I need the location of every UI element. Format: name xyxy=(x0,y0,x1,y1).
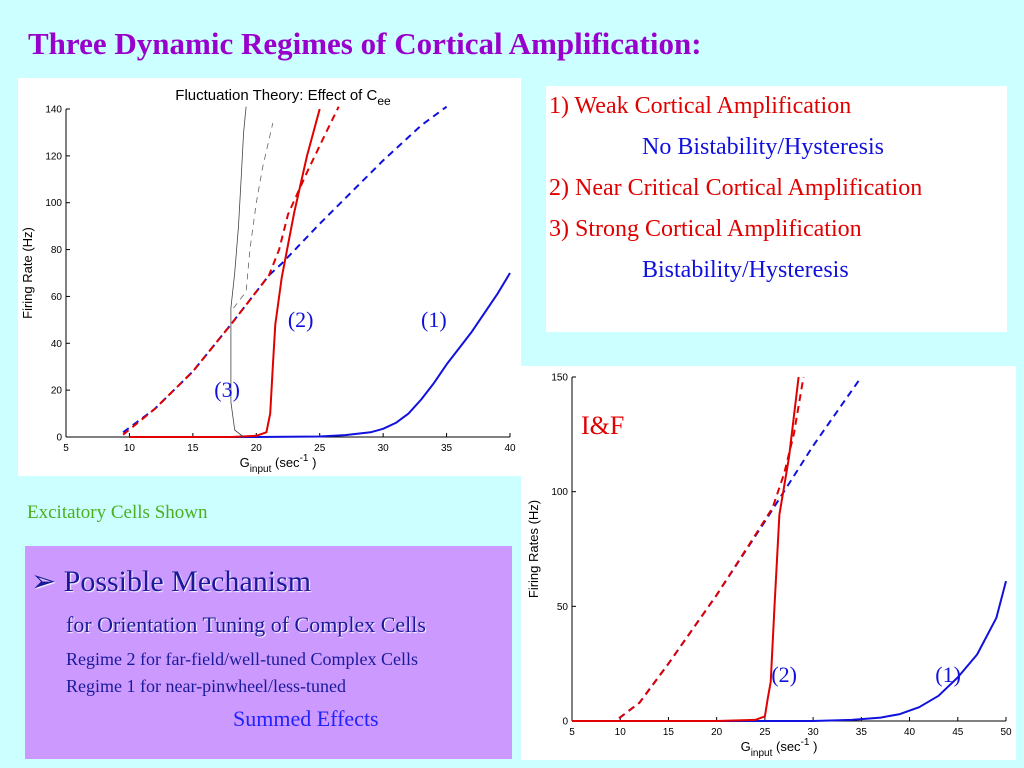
y-tick-label: 50 xyxy=(557,602,569,613)
y-tick-label: 0 xyxy=(562,717,568,728)
mechanism-box: ➢ Possible Mechanism for Orientation Tun… xyxy=(25,546,512,759)
x-tick-label: 40 xyxy=(904,727,916,738)
y-tick-label: 20 xyxy=(51,386,63,397)
x-tick-label: 35 xyxy=(441,443,453,454)
chart-title: Fluctuation Theory: Effect of Cee xyxy=(175,87,391,108)
x-tick-label: 10 xyxy=(124,443,136,454)
regime-1-description: No Bistability/Hysteresis xyxy=(642,134,884,160)
y-tick-label: 80 xyxy=(51,245,63,256)
fluctuation-theory-chart: 5 10 15 20 25 30 35 40 0 20 40 60 80 100 120 140 Firing … xyxy=(18,78,521,476)
x-tick-label: 30 xyxy=(808,727,820,738)
y-axis-label: Firing Rates (Hz) xyxy=(526,500,541,598)
x-tick-label: 25 xyxy=(314,443,326,454)
y-tick-label: 40 xyxy=(51,339,63,350)
integrate-and-fire-chart-svg: 5 10 15 20 25 30 35 40 45 50 0 50 100 150 Firing Rates… xyxy=(526,373,1012,760)
regimes-box: 1) Weak Cortical Amplification No Bistab… xyxy=(546,86,1007,332)
regime-label: (1) xyxy=(935,662,961,687)
series-line-5 xyxy=(230,106,247,438)
regime-label: (3) xyxy=(214,377,240,402)
x-tick-label: 5 xyxy=(569,727,575,738)
x-tick-label: 15 xyxy=(187,443,199,454)
x-tick-label: 20 xyxy=(251,443,263,454)
series-line-4 xyxy=(572,376,805,722)
series-line-1 xyxy=(129,272,511,438)
mechanism-subheading: for Orientation Tuning of Complex Cells xyxy=(66,612,426,637)
y-tick-label: 0 xyxy=(56,433,62,444)
regime-1-label: 1) Weak Cortical Amplification xyxy=(549,93,852,119)
y-tick-label: 140 xyxy=(45,105,62,116)
integrate-and-fire-chart: 5 10 15 20 25 30 35 40 45 50 0 50 100 150 Firing Rates… xyxy=(521,366,1016,760)
arrow-bullet-icon: ➢ xyxy=(31,565,57,598)
x-tick-label: 40 xyxy=(504,443,516,454)
mechanism-heading: Possible Mechanism xyxy=(63,565,312,598)
x-tick-label: 50 xyxy=(1000,727,1012,738)
excitatory-cells-note: Excitatory Cells Shown xyxy=(27,502,208,523)
regime-3-label: 3) Strong Cortical Amplification xyxy=(549,216,862,242)
y-tick-label: 60 xyxy=(51,292,63,303)
x-tick-label: 15 xyxy=(663,727,675,738)
mechanism-regime-2-note: Regime 2 for far-field/well-tuned Comple… xyxy=(66,649,419,669)
series-line-4 xyxy=(122,106,340,436)
series-line-3 xyxy=(572,376,800,722)
mechanism-heading-line: ➢ Possible Mechanism xyxy=(31,564,311,599)
fluctuation-theory-chart-svg: 5 10 15 20 25 30 35 40 0 20 40 60 80 100 120 140 Firing … xyxy=(20,87,516,475)
mechanism-regime-1-note: Regime 1 for near-pinwheel/less-tuned xyxy=(66,676,347,696)
series-line-1 xyxy=(572,580,1007,722)
x-tick-label: 45 xyxy=(952,727,964,738)
regime-label: (2) xyxy=(288,307,314,332)
chart-title: I&F xyxy=(581,411,624,440)
x-axis-label: Ginput (sec-1 ) xyxy=(240,453,317,475)
x-tick-label: 10 xyxy=(615,727,627,738)
y-tick-label: 100 xyxy=(551,487,568,498)
y-tick-label: 100 xyxy=(45,198,62,209)
x-tick-label: 30 xyxy=(378,443,390,454)
regime-3-description: Bistability/Hysteresis xyxy=(642,257,849,283)
regime-2-label: 2) Near Critical Cortical Amplification xyxy=(549,175,923,201)
x-tick-label: 35 xyxy=(856,727,868,738)
series-line-2 xyxy=(122,105,448,434)
summed-effects-label: Summed Effects xyxy=(233,706,379,731)
x-tick-label: 25 xyxy=(759,727,771,738)
y-tick-label: 120 xyxy=(45,151,62,162)
regime-label: (1) xyxy=(421,307,447,332)
x-tick-label: 20 xyxy=(711,727,723,738)
x-axis-label: Ginput (sec-1 ) xyxy=(741,737,818,759)
x-tick-label: 5 xyxy=(63,443,69,454)
slide-title: Three Dynamic Regimes of Cortical Amplif… xyxy=(28,26,702,61)
y-tick-label: 150 xyxy=(551,373,568,384)
regime-label: (2) xyxy=(771,662,797,687)
y-axis-label: Firing Rate (Hz) xyxy=(20,227,35,319)
